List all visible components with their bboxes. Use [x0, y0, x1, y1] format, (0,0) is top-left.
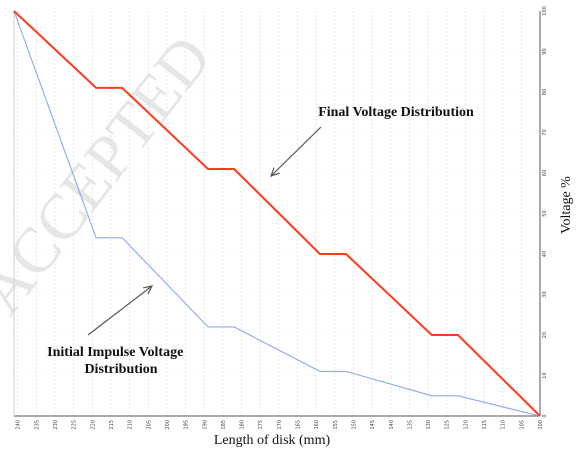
- y-tick-label: 80: [542, 89, 548, 95]
- x-tick-label: 110: [501, 420, 507, 430]
- y-tick-label: 70: [542, 129, 548, 135]
- x-tick-label: 235: [34, 420, 40, 430]
- x-tick-label: 225: [72, 420, 78, 430]
- x-tick-label: 105: [519, 420, 525, 430]
- x-tick-label: 200: [165, 420, 171, 430]
- x-tick-label: 115: [482, 420, 488, 430]
- x-tick-label: 180: [240, 420, 246, 430]
- x-tick-label: 175: [258, 420, 264, 430]
- x-tick-label: 120: [463, 420, 469, 430]
- x-tick-label: 230: [53, 420, 59, 430]
- x-axis-label: Length of disk (mm): [214, 433, 331, 448]
- y-tick-label: 90: [542, 48, 548, 54]
- x-tick-label: 140: [389, 420, 395, 430]
- y-tick-label: 100: [542, 6, 548, 16]
- y-tick-label: 60: [542, 170, 548, 176]
- x-tick-label: 220: [90, 420, 96, 430]
- x-tick-label: 125: [445, 420, 451, 430]
- y-tick-label: 50: [542, 210, 548, 216]
- x-tick-label: 135: [407, 420, 413, 430]
- x-tick-label: 155: [333, 420, 339, 430]
- series-lines: [13, 10, 541, 417]
- x-tick-label: 205: [146, 420, 152, 430]
- x-tick-labels: 240 235 230 225 220 215 210 205 200 195 190 185 180 1…: [16, 420, 544, 430]
- y-tick-label: 0: [542, 414, 548, 417]
- y-axis-label: Voltage %: [559, 176, 574, 234]
- series-line-final: [13, 10, 541, 417]
- y-tick-label: 20: [542, 332, 548, 338]
- y-tick-label: 30: [542, 291, 548, 297]
- annotation-final: Final Voltage Distribution: [318, 105, 474, 120]
- series-line-initial: [13, 10, 541, 417]
- x-tick-label: 195: [184, 420, 190, 430]
- annotation-final-line-1: Final Voltage Distribution: [318, 105, 474, 120]
- arrow-final: [270, 126, 322, 177]
- annotation-arrows: [87, 126, 322, 336]
- axes: [13, 11, 541, 417]
- watermark: ACCEPTED: [0, 22, 225, 326]
- x-tick-label: 100: [538, 420, 544, 430]
- x-tick-label: 160: [314, 420, 320, 430]
- x-tick-label: 170: [277, 420, 283, 430]
- annotation-initial-line-2: Distribution: [84, 362, 157, 377]
- y-tick-label: 10: [542, 372, 548, 378]
- x-tick-label: 185: [221, 420, 227, 430]
- x-tick-label: 240: [16, 420, 22, 430]
- x-tick-label: 130: [426, 420, 432, 430]
- x-tick-label: 190: [202, 420, 208, 430]
- watermark-text: ACCEPTED: [0, 22, 225, 326]
- grid: [14, 11, 541, 416]
- x-tick-label: 210: [128, 420, 134, 430]
- x-tick-label: 215: [109, 420, 115, 430]
- arrow-initial: [87, 285, 154, 336]
- y-tick-label: 40: [542, 251, 548, 257]
- annotation-initial-line-1: Initial Impulse Voltage: [47, 345, 183, 360]
- annotation-initial: Initial Impulse Voltage Distribution: [47, 345, 187, 377]
- y-tick-labels: 0 10 20 30 40 50 60 70 80 90 100: [542, 6, 548, 417]
- x-tick-label: 145: [370, 420, 376, 430]
- x-tick-label: 150: [351, 420, 357, 430]
- x-tick-label: 165: [296, 420, 302, 430]
